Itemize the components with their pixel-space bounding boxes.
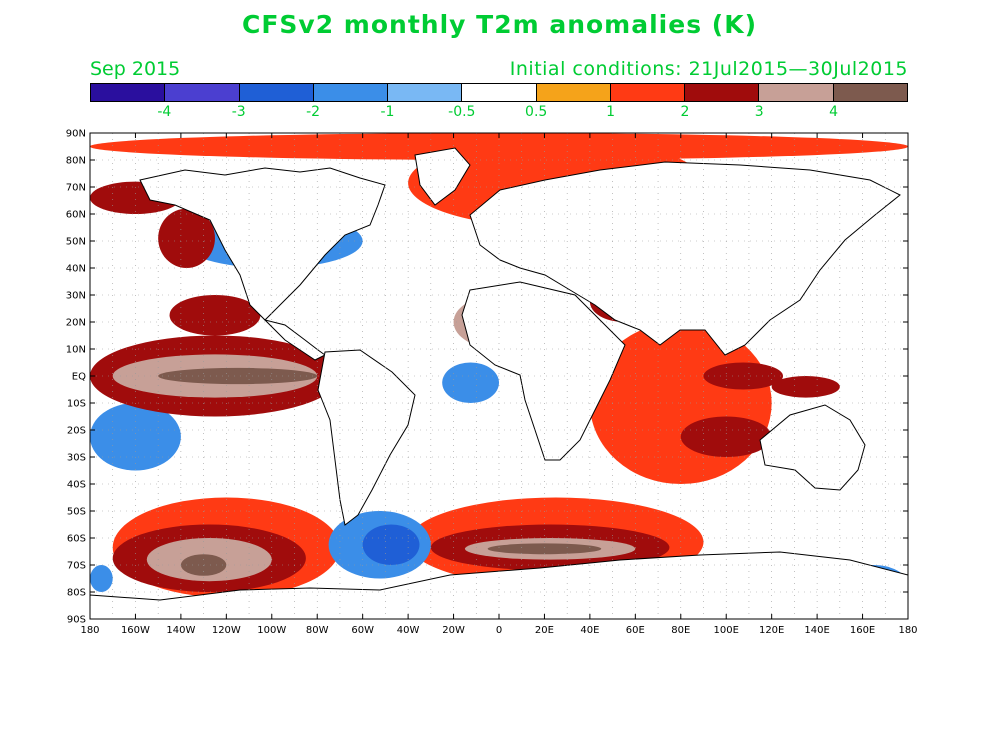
antarctica-land <box>90 551 908 619</box>
colorbar-label: 2 <box>680 104 690 120</box>
map-title: CFSv2 monthly T2m anomalies (K) <box>241 10 758 39</box>
anomaly-region <box>362 524 420 565</box>
lon-label: 140E <box>804 625 829 636</box>
colorbar-labels: -4 -3 -2 -1 -0.5 0.5 1 2 3 4 <box>90 104 908 122</box>
australia-land <box>759 404 866 491</box>
lat-label: 50S <box>67 507 86 518</box>
lon-label: 60E <box>626 625 645 636</box>
colorbar-swatch <box>535 84 610 101</box>
anomaly-region <box>158 367 318 385</box>
lon-label: 60W <box>351 625 374 636</box>
colorbar-swatch <box>387 84 462 101</box>
colorbar-swatch <box>609 84 685 101</box>
lat-label: 90N <box>66 129 86 140</box>
colorbar-label: -3 <box>231 104 246 120</box>
colorbar-label: 1 <box>606 104 615 120</box>
anomaly-region <box>703 362 784 390</box>
lat-label: 40S <box>67 480 86 491</box>
lat-label: 30N <box>66 291 86 302</box>
lat-label: 40N <box>66 264 86 275</box>
lat-label: 70S <box>67 561 86 572</box>
lat-label: 60N <box>66 210 86 221</box>
colorbar-swatch <box>461 84 536 101</box>
lat-label: 80N <box>66 156 86 167</box>
africa-land <box>461 281 626 461</box>
lat-label: 50N <box>66 237 86 248</box>
lon-label: 80W <box>306 625 329 636</box>
lon-label: 120E <box>759 625 784 636</box>
axis-ticks <box>89 132 909 620</box>
lon-label: 100W <box>257 625 286 636</box>
anomaly-region <box>487 543 602 555</box>
eurasia-land <box>469 161 901 356</box>
colorbar-label: -2 <box>306 104 321 120</box>
colorbar-swatch <box>164 84 239 101</box>
anomaly-region <box>169 295 261 336</box>
lat-label: 70N <box>66 183 86 194</box>
greenland-land <box>414 147 471 206</box>
colorbar <box>90 83 908 102</box>
latitude-labels: 90N 80N 70N 60N 50N 40N 30N 20N 10N EQ 10S 20S 30S 40… <box>66 129 86 626</box>
colorbar-label: 0.5 <box>525 104 548 120</box>
lon-label: 0 <box>496 625 502 636</box>
lon-label: 80E <box>671 625 690 636</box>
anomaly-region <box>771 376 840 398</box>
lat-label: 20N <box>66 318 86 329</box>
lon-label: 20E <box>535 625 554 636</box>
lon-label: 100E <box>714 625 739 636</box>
colorbar-label: -0.5 <box>448 104 476 120</box>
initial-conditions-label: Initial conditions: 21Jul2015—30Jul2015 <box>509 58 908 80</box>
lon-label: 120W <box>212 625 241 636</box>
lon-label: 160W <box>121 625 150 636</box>
colorbar-label: 3 <box>754 104 764 120</box>
colorbar-label: -1 <box>380 104 395 120</box>
colorbar-swatch <box>238 84 313 101</box>
lat-label: 60S <box>67 534 86 545</box>
coastlines <box>90 147 908 619</box>
lon-label: 180 <box>80 625 99 636</box>
lat-label: 30S <box>67 453 86 464</box>
lon-label: 40E <box>580 625 599 636</box>
colorbar-swatch <box>684 84 759 101</box>
lat-label: EQ <box>72 372 86 383</box>
lat-label: 10S <box>67 399 86 410</box>
colorbar-label: -4 <box>157 104 172 120</box>
anomaly-region <box>90 403 181 471</box>
south-america-land <box>317 349 416 526</box>
lon-label: 140W <box>166 625 195 636</box>
lat-label: 10N <box>66 345 86 356</box>
north-america-land <box>139 167 386 321</box>
colorbar-label: 4 <box>829 104 839 120</box>
colorbar-swatch <box>832 84 907 101</box>
colorbar-swatch <box>312 84 388 101</box>
lon-label: 40W <box>397 625 420 636</box>
lat-label: 90S <box>67 615 86 626</box>
lon-label: 20W <box>442 625 465 636</box>
colorbar-swatch <box>758 84 833 101</box>
anomaly-region <box>442 362 499 403</box>
lon-label: 180 <box>898 625 917 636</box>
lat-label: 80S <box>67 588 86 599</box>
graticule <box>90 133 908 619</box>
anomaly-region <box>680 416 772 457</box>
anomaly-region <box>90 565 113 592</box>
lat-label: 20S <box>67 426 86 437</box>
lon-label: 160E <box>850 625 875 636</box>
anomaly-region <box>158 208 215 268</box>
longitude-labels: 180 160W 140W 120W 100W 80W 60W 40W 20W 0 20E 40E 60… <box>80 625 917 636</box>
valid-month-label: Sep 2015 <box>90 58 181 80</box>
colorbar-swatch <box>91 84 165 101</box>
